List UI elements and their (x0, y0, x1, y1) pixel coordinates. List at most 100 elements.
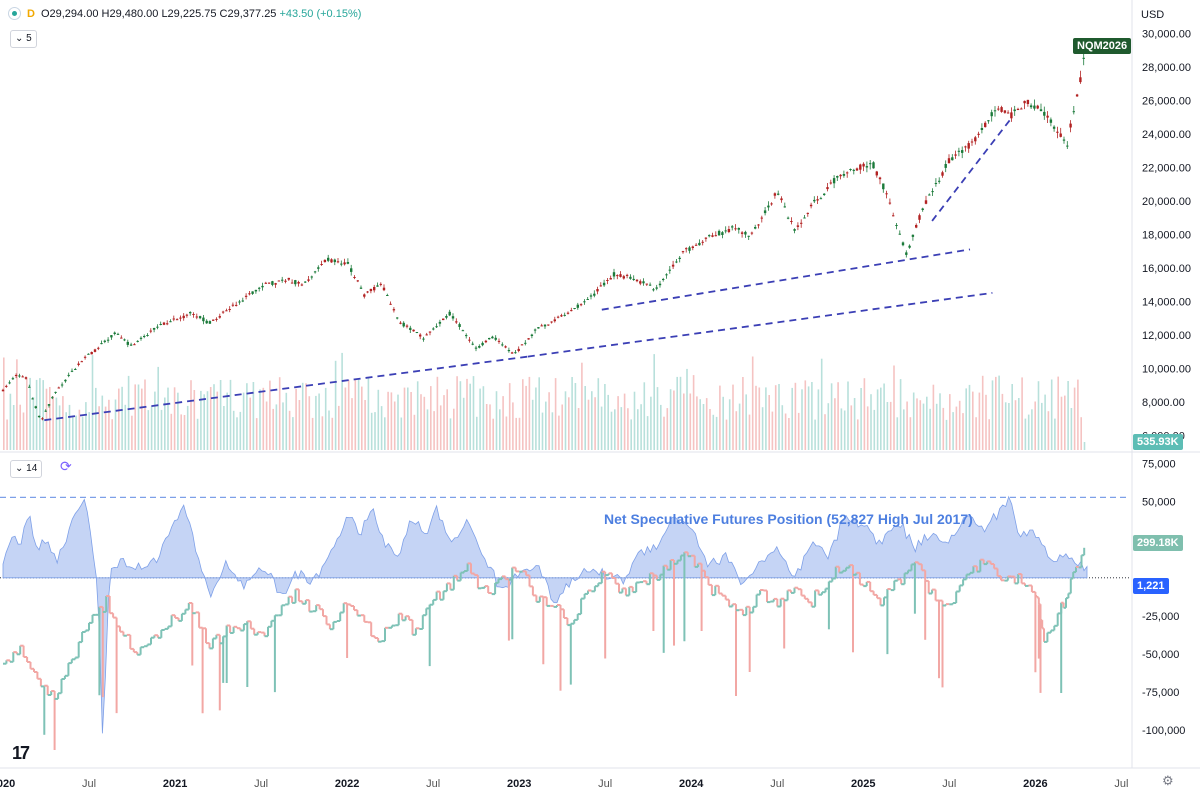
volume-bar (32, 397, 35, 450)
volume-bar (262, 387, 265, 450)
volume-bar (656, 387, 659, 450)
price-pane-toggle[interactable]: ⌄ 5 (10, 30, 37, 48)
interval-label[interactable]: D (27, 7, 35, 20)
refresh-icon[interactable]: ⟳ (60, 458, 72, 474)
candle-body (688, 247, 691, 251)
volume-bar (462, 397, 465, 450)
volume-bar (466, 378, 468, 450)
candle-body (809, 204, 813, 207)
volume-bar (1047, 411, 1050, 450)
candle-body (497, 340, 501, 342)
volume-bar (249, 397, 251, 450)
candle-body (793, 229, 796, 231)
candle-body (832, 178, 836, 184)
volume-bar (364, 400, 366, 450)
volume-bar (962, 413, 964, 450)
candle-body (70, 370, 74, 372)
volume-bar (272, 408, 274, 450)
candle-body (934, 183, 938, 184)
volume-bar (3, 357, 5, 450)
volume-bar (1050, 379, 1053, 450)
candle-body (458, 324, 461, 327)
candle-body (786, 217, 790, 219)
candle-body (57, 387, 60, 389)
volume-bar (393, 401, 396, 450)
candle-body (622, 276, 625, 279)
volume-bar (922, 403, 925, 450)
candle-body (668, 269, 671, 271)
candle-body (166, 323, 169, 325)
volume-bar (216, 391, 219, 450)
candle-body (491, 336, 494, 339)
candle-body (465, 335, 468, 337)
volume-bar (213, 384, 215, 450)
candle-body (586, 299, 589, 300)
volume-bar (219, 380, 222, 450)
volume-bar (1008, 403, 1010, 450)
candle-body (442, 318, 445, 321)
candle-body (698, 242, 701, 246)
volume-bar (278, 377, 281, 450)
volume-bar (311, 417, 314, 450)
currency-label[interactable]: USD (1141, 9, 1165, 21)
volume-bar (660, 404, 662, 450)
indicator-pane-toggle[interactable]: ⌄ 14 (10, 460, 43, 478)
candle-body (1029, 105, 1033, 108)
volume-bar (160, 409, 163, 450)
volume-bar (430, 386, 432, 450)
volume-bar (301, 382, 304, 450)
candle-body (415, 332, 419, 333)
volume-bar (939, 393, 941, 450)
candle-body (648, 284, 652, 286)
indicator-tick-label: -100,000 (1142, 725, 1185, 737)
candle-body (277, 280, 281, 282)
candle-body (175, 319, 179, 321)
volume-bar (804, 380, 807, 450)
candle-body (156, 326, 159, 328)
candle-body (727, 229, 731, 232)
candle-body (885, 193, 888, 195)
candle-body (606, 280, 609, 281)
candle-body (438, 321, 442, 324)
volume-bar (367, 377, 370, 450)
candle-body (120, 337, 123, 339)
candle-body (849, 169, 852, 170)
candle-body (139, 337, 143, 339)
visibility-dot-icon[interactable] (8, 7, 21, 20)
candle-body (570, 310, 573, 312)
volume-bar (945, 419, 948, 450)
candle-body (5, 385, 8, 387)
cot-badge: 1,221 (1133, 578, 1169, 594)
candle-body (461, 330, 465, 332)
candle-body (146, 335, 149, 336)
candle-body (980, 128, 984, 130)
candle-body (691, 246, 694, 248)
candle-body (428, 331, 432, 333)
volume-bar (357, 378, 360, 450)
candle-body (133, 344, 136, 346)
volume-bar (847, 381, 849, 450)
tradingview-logo: 17 (12, 743, 30, 763)
trendline (601, 248, 971, 311)
volume-bar (39, 378, 41, 450)
candle-body (8, 382, 11, 384)
volume-bar (751, 356, 754, 450)
price-tick-label: 18,000.00 (1142, 229, 1191, 241)
candle-body (468, 339, 471, 341)
candle-body (635, 279, 639, 282)
candle-body (356, 280, 359, 282)
trendline (931, 119, 1011, 222)
candle-body (60, 384, 64, 386)
volume-bar (896, 417, 899, 450)
candle-body (327, 257, 330, 261)
candle-body (704, 237, 708, 239)
settings-icon[interactable]: ⚙ (1162, 773, 1174, 788)
candle-body (783, 206, 786, 208)
volume-bar (1044, 394, 1046, 450)
volume-bar (515, 417, 517, 450)
volume-bar (436, 376, 439, 450)
volume-bar (22, 412, 25, 450)
candle-body (448, 311, 451, 316)
